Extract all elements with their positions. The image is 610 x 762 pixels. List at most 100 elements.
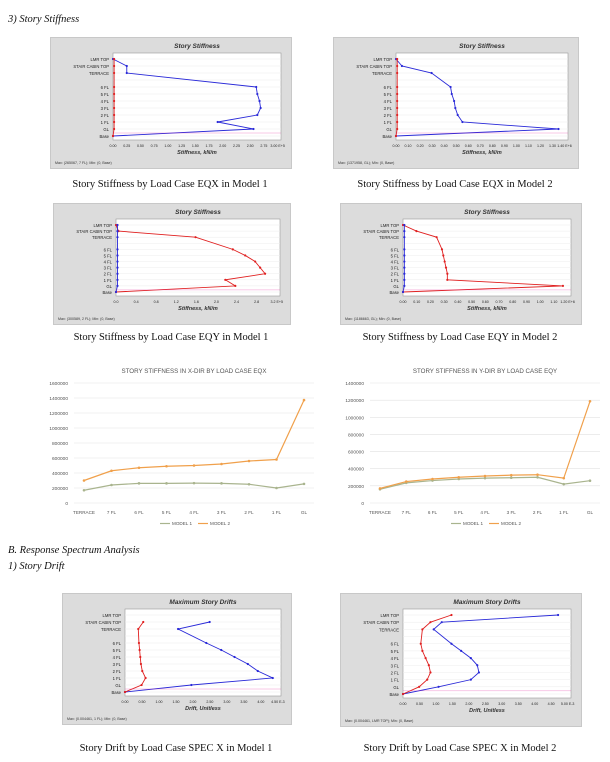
series-point — [430, 71, 433, 75]
x-tick-label: 0.60 — [482, 300, 489, 304]
x-tick-label: 0.75 — [151, 144, 158, 148]
x-tick-label: 3 FL — [507, 510, 517, 515]
x-tick-label: 1.20 — [537, 144, 544, 148]
x-axis-label: Stiffness, kN/m — [177, 150, 217, 156]
x-tick-label: GL — [301, 510, 308, 515]
x-tick-label: 2.8 — [254, 300, 259, 304]
x-tick-label: 0.70 — [477, 144, 484, 148]
series-point — [125, 64, 128, 68]
series-point — [82, 479, 86, 482]
series-point — [396, 85, 399, 89]
series-point — [137, 466, 141, 470]
story-level-label: 4 FL — [104, 260, 113, 265]
story-level-label: 1 FL — [101, 120, 110, 125]
series-point — [403, 260, 406, 263]
x-tick-label: 0.50 — [468, 300, 475, 304]
series-point — [440, 248, 444, 251]
y-tick-label: 0 — [361, 501, 364, 507]
plot-area — [112, 52, 282, 141]
series-point — [255, 85, 258, 89]
series-point — [220, 462, 223, 466]
series-point — [456, 113, 459, 117]
x-tick-label: 0.00 — [400, 300, 407, 304]
story-level-label: Base — [389, 290, 399, 295]
story-level-label: 1 FL — [391, 278, 400, 283]
series-point — [400, 64, 404, 68]
series-point — [419, 642, 422, 645]
story-level-label: TERRACE — [89, 71, 109, 76]
stiffness-eqx-model2-chart: Story Stiffness LMR TOP STAIR CABIN TOP TER… — [333, 37, 579, 169]
series-point — [231, 248, 234, 251]
x-tick-label: 0.90 — [501, 144, 508, 148]
stiffness-eqy-model1-chart: Story Stiffness LMR TOP STAIR CABIN TOP TER… — [53, 203, 291, 325]
x-tick-label: 2.25 — [233, 144, 240, 148]
x-tick-label: 4.00 — [257, 700, 264, 704]
series-point — [205, 641, 208, 645]
x-tick-label: 6 FL — [134, 510, 144, 515]
series-line — [124, 621, 275, 693]
y-tick-label: 400000 — [348, 467, 364, 473]
x-tick-label: 1 FL — [559, 510, 569, 515]
story-level-label: 2 FL — [391, 670, 400, 675]
series-point — [256, 113, 259, 117]
x-tick-label: 1.20 E+6 — [560, 300, 575, 304]
story-level-label: Base — [102, 290, 112, 295]
x-tick-label: 0.50 — [138, 700, 145, 704]
x-tick-label: 1.75 — [206, 144, 213, 148]
series-point — [477, 671, 481, 674]
series-point — [403, 229, 406, 233]
series-point — [82, 488, 86, 492]
x-tick-label: 0.20 — [417, 144, 424, 148]
series-point — [139, 655, 142, 659]
x-tick-label: 4.50 E-3 — [271, 700, 285, 704]
series-point — [113, 106, 116, 110]
chart-title: Story Stiffness — [459, 43, 505, 50]
series-point — [275, 486, 278, 490]
x-tick-label: 0.30 — [429, 144, 436, 148]
series-point — [483, 476, 487, 480]
x-tick-label: 0.10 — [413, 300, 420, 304]
legend-label: MODEL 1 — [172, 521, 192, 526]
chart-svg: Maximum Story Drifts LMR TOP STAIR CABIN T… — [67, 599, 285, 721]
series-point — [403, 272, 406, 275]
story-level-label: 5 FL — [113, 648, 122, 653]
series-point — [404, 480, 408, 483]
footer-max-min: Max: (0.004461, 1 FL); Min: (0, Base) — [67, 717, 127, 721]
series-point — [435, 236, 438, 239]
y-tick-label: 600000 — [348, 450, 364, 456]
story-level-label: 6 FL — [384, 85, 393, 90]
x-tick-label: 0.4 — [134, 300, 139, 304]
series-point — [258, 99, 261, 103]
chart-title: Story Stiffness — [175, 209, 221, 216]
series-point — [165, 464, 168, 468]
story-level-label: TERRACE — [92, 235, 112, 240]
series-point — [123, 690, 127, 694]
series-point — [403, 278, 406, 281]
series-point — [403, 236, 406, 239]
x-tick-label: 7 FL — [402, 510, 412, 515]
x-tick-label: 1.10 — [550, 300, 557, 304]
story-level-label: 1 FL — [384, 120, 393, 125]
series-point — [442, 254, 445, 257]
series-point — [259, 266, 262, 269]
story-level-label: 2 FL — [384, 113, 393, 118]
x-tick-label: 0.60 — [465, 144, 472, 148]
x-tick-label: GL — [587, 510, 594, 515]
series-point — [113, 85, 116, 89]
x-tick-label: 0.40 — [441, 144, 448, 148]
legend-label: MODEL 2 — [210, 521, 230, 526]
footer-max-min: Max: (1371958, GL); Min: (0, Base) — [338, 161, 394, 165]
section-heading-story-stiffness: 3) Story Stiffness — [8, 14, 80, 25]
y-tick-label: 1200000 — [49, 411, 68, 417]
story-level-label: LMR TOP — [103, 613, 122, 618]
x-axis-label: Stiffness, kN/m — [462, 150, 502, 156]
series-point — [450, 613, 453, 617]
x-tick-label: 0.50 — [137, 144, 144, 148]
series-point — [588, 479, 592, 483]
series-point — [256, 92, 259, 96]
chart-title: Maximum Story Drifts — [169, 599, 237, 606]
x-axis-label: Stiffness, kN/m — [178, 306, 218, 312]
y-tick-label: 1000000 — [345, 415, 364, 421]
